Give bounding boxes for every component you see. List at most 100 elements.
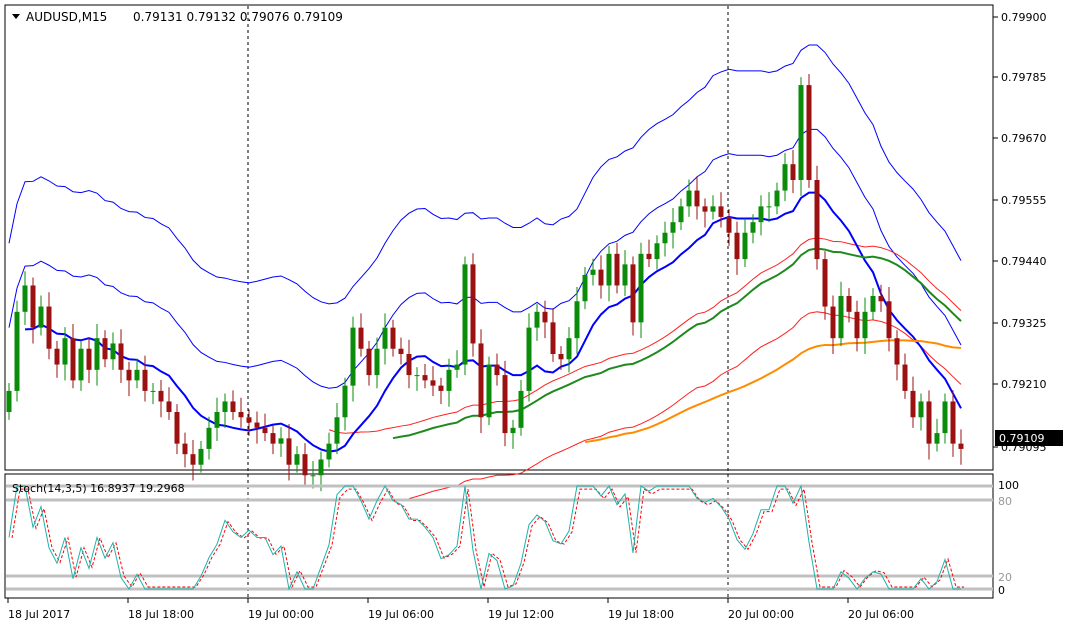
candle-body <box>438 385 444 391</box>
candle-body <box>454 364 460 370</box>
candle-body <box>734 232 740 260</box>
candle-body <box>86 348 92 370</box>
candle-body <box>526 327 532 391</box>
candle-body <box>134 369 140 381</box>
lower-band-red <box>408 311 962 500</box>
candle-body <box>230 401 236 412</box>
candle-body <box>894 338 900 365</box>
candle-body <box>326 443 332 460</box>
symbol-label: AUDUSD,M15 <box>26 10 107 24</box>
stoch-lines <box>8 484 964 591</box>
candle-body <box>654 243 660 260</box>
candle-body <box>638 253 644 323</box>
current-price-label: 0.79109 <box>999 432 1045 445</box>
candle-body <box>806 85 812 180</box>
time-axis-label: 19 Jul 12:00 <box>488 608 554 621</box>
price-tick-label: 0.79555 <box>1001 194 1047 207</box>
candle-body <box>94 338 100 370</box>
candle-body <box>854 311 860 339</box>
candle-body <box>214 412 220 428</box>
candle-body <box>150 390 156 392</box>
candle-body <box>542 311 548 323</box>
time-axis-label: 19 Jul 00:00 <box>248 608 314 621</box>
candle-body <box>598 269 604 286</box>
candle-body <box>558 354 564 360</box>
candle-body <box>166 401 172 412</box>
candle-body <box>30 285 36 328</box>
candle-body <box>14 311 20 391</box>
candle-body <box>334 417 340 444</box>
stoch-main-line <box>8 484 961 591</box>
candle-body <box>182 443 188 455</box>
current-price-tag: 0.79109 <box>995 430 1063 446</box>
candle-body <box>206 427 212 449</box>
candle-body <box>302 454 308 476</box>
candle-body <box>822 259 828 307</box>
candle-body <box>422 375 428 381</box>
price-tick-label: 0.79210 <box>1001 378 1047 391</box>
candle-body <box>782 164 788 191</box>
stoch-signal-line <box>11 487 964 589</box>
candle-body <box>742 232 748 260</box>
candle-body <box>710 206 716 212</box>
candle-body <box>358 327 364 349</box>
stoch-levels <box>6 484 993 591</box>
candle-body <box>222 401 228 412</box>
stoch-label: Stoch(14,3,5) 16.8937 19.2968 <box>12 482 185 495</box>
candle-body <box>790 164 796 180</box>
candle-body <box>726 216 732 233</box>
candle-body <box>278 438 284 444</box>
candle-body <box>478 343 484 418</box>
price-tick-label: 0.79325 <box>1001 317 1047 330</box>
candle-body <box>390 327 396 349</box>
candle-body <box>398 348 404 354</box>
candle-body <box>958 443 964 449</box>
candle-body <box>470 264 476 344</box>
candle-body <box>550 322 556 354</box>
chevron-down-icon[interactable] <box>12 14 20 19</box>
candle-body <box>518 390 524 428</box>
candle-body <box>798 85 804 180</box>
price-tick-label: 0.79900 <box>1001 11 1047 24</box>
candle-body <box>350 327 356 386</box>
candle-body <box>110 343 116 360</box>
ma-blue <box>24 191 962 453</box>
candle-body <box>62 338 68 365</box>
price-axis: 0.79900 0.79785 0.79670 0.79555 0.79440 0.793… <box>993 11 1047 454</box>
candle-body <box>374 348 380 376</box>
time-axis-label: 20 Jul 00:00 <box>728 608 794 621</box>
chart-header: AUDUSD,M15 0.79131 0.79132 0.79076 0.791… <box>12 10 343 24</box>
candle-body <box>686 190 692 207</box>
candle-body <box>22 285 28 312</box>
candle-body <box>758 206 764 223</box>
candle-body <box>494 364 500 376</box>
candle-body <box>6 390 12 412</box>
time-axis-label: 19 Jul 18:00 <box>608 608 674 621</box>
candle-body <box>118 343 124 370</box>
candle-body <box>846 296 852 312</box>
candle-body <box>646 253 652 260</box>
candle-body <box>814 180 820 260</box>
candle-body <box>510 427 516 434</box>
candle-body <box>382 327 388 349</box>
candle-body <box>102 338 108 360</box>
candle-body <box>862 311 868 339</box>
candle-body <box>774 190 780 207</box>
time-axis: 18 Jul 2017 18 Jul 18:00 19 Jul 00:00 19 Ju… <box>7 598 914 621</box>
candle-body <box>918 401 924 418</box>
candle-body <box>270 433 276 444</box>
candle-body <box>942 401 948 434</box>
candle-body <box>486 364 492 418</box>
main-chart-area[interactable] <box>4 4 994 471</box>
candle-body <box>158 390 164 402</box>
candle-body <box>406 354 412 376</box>
candle-body <box>582 274 588 302</box>
candle-body <box>830 306 836 339</box>
time-axis-label: 19 Jul 06:00 <box>368 608 434 621</box>
candle-body <box>694 190 700 207</box>
candle-body <box>534 311 540 328</box>
candle-body <box>286 438 292 465</box>
candle-body <box>766 206 772 208</box>
stoch-axis: 100 80 20 0 <box>998 479 1019 597</box>
